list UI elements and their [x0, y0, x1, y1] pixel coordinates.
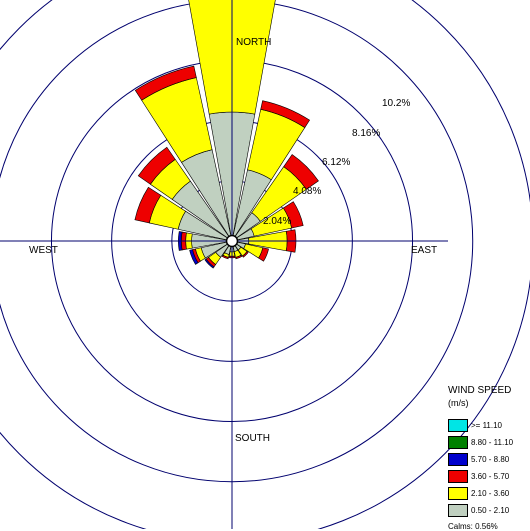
- petal-nnw-bin-3: [134, 65, 197, 101]
- petal-wnw-bin-3: [134, 186, 162, 224]
- center-hole: [225, 234, 239, 248]
- ring-label-3: 6.12%: [322, 157, 350, 168]
- ring-label-2: 4.08%: [293, 186, 321, 197]
- legend-unit: (m/s): [448, 398, 469, 408]
- ring-label-5: 10.2%: [382, 98, 410, 109]
- legend: WIND SPEED (m/s) >= 11.10 8.80 - 11.10 5…: [448, 385, 528, 531]
- legend-item: 5.70 - 8.80: [448, 451, 528, 468]
- petal-ssw-bin-3: [221, 254, 229, 260]
- ring-label-4: 8.16%: [352, 128, 380, 139]
- ring-label-1: 2.04%: [263, 216, 291, 227]
- petal-sse-bin-3: [235, 254, 243, 260]
- legend-swatch: [448, 504, 468, 517]
- petal-ene-bin-3: [282, 201, 304, 229]
- legend-item-label: 0.50 - 2.10: [471, 506, 510, 515]
- legend-swatch: [448, 419, 468, 432]
- legend-item-label: 3.60 - 5.70: [471, 472, 510, 481]
- legend-item: 2.10 - 3.60: [448, 485, 528, 502]
- legend-item: 0.50 - 2.10: [448, 502, 528, 519]
- compass-label-south: SOUTH: [235, 433, 270, 444]
- legend-item: 3.60 - 5.70: [448, 468, 528, 485]
- compass-label-east: EAST: [411, 245, 437, 256]
- legend-item-label: 2.10 - 3.60: [471, 489, 510, 498]
- petal-wsw-bin-4: [189, 249, 199, 265]
- calms-label: Calms: 0.56%: [448, 522, 498, 531]
- petals-group: [134, 0, 319, 269]
- petal-se-bin-3: [242, 251, 249, 258]
- petal-sw-bin-4: [204, 258, 215, 269]
- legend-item: >= 11.10: [448, 417, 528, 434]
- legend-item-label: >= 11.10: [471, 421, 502, 430]
- petal-nne-bin-3: [260, 100, 311, 128]
- legend-item-label: 5.70 - 8.80: [471, 455, 510, 464]
- compass-label-west: WEST: [29, 245, 58, 256]
- legend-swatch: [448, 470, 468, 483]
- legend-swatch: [448, 436, 468, 449]
- legend-swatch: [448, 487, 468, 500]
- petal-ese-bin-3: [258, 247, 269, 262]
- legend-title: WIND SPEED: [448, 385, 512, 396]
- petal-ne-bin-3: [283, 154, 319, 190]
- legend-item-label: 8.80 - 11.10: [471, 438, 514, 447]
- petal-nw-bin-3: [137, 146, 176, 185]
- legend-item: 8.80 - 11.10: [448, 434, 528, 451]
- labels-group: NORTH EAST SOUTH WEST 2.04% 4.08% 6.12% …: [29, 37, 437, 444]
- axes-group: [0, 0, 448, 529]
- compass-label-north: NORTH: [236, 37, 271, 48]
- legend-swatch: [448, 453, 468, 466]
